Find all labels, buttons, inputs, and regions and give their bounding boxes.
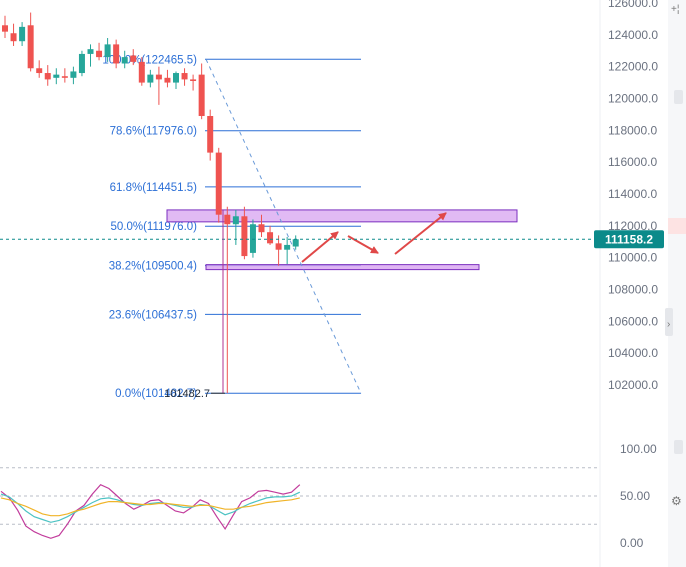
low-marker-label: 101482.7: [164, 388, 210, 400]
oscillator-tick-label: 0.00: [620, 536, 644, 550]
price-tick-label: 116000.0: [608, 155, 657, 169]
candle-body: [78, 53, 85, 74]
candle-body: [10, 33, 17, 42]
oscillator-tick-label: 50.00: [620, 489, 650, 503]
resistance-zone: [166, 209, 518, 223]
fib-level-label: 23.6%(106437.5): [109, 309, 197, 321]
candle-body: [173, 73, 179, 83]
candle-body: [292, 239, 299, 247]
fib-level-label: 78.6%(117976.0): [110, 126, 198, 138]
candle-body: [104, 44, 111, 58]
candle-body: [36, 68, 43, 74]
candle-body: [138, 61, 145, 83]
oscillator-series-line: [0, 483, 301, 539]
candle-body: [181, 73, 188, 80]
price-tick-label: 102000.0: [608, 378, 658, 392]
candle-body: [113, 44, 120, 64]
price-tick-label: 122000.0: [608, 60, 658, 74]
candle-body: [258, 224, 265, 233]
price-tick-label: 112000.0: [608, 219, 657, 233]
fib-level-label: 61.8%(114451.5): [110, 182, 198, 194]
candle-body: [2, 25, 8, 32]
toolbar-fragment-icon[interactable]: +¦: [671, 4, 679, 15]
toolbar-button[interactable]: [674, 90, 683, 104]
price-tick-label: 108000.0: [608, 283, 658, 297]
candle-body: [249, 224, 256, 253]
candle-body: [190, 79, 197, 81]
projection-arrow: [301, 231, 339, 263]
fib-level-label: 0.0%(101482.7): [115, 388, 197, 400]
fib-level-label: 50.0%(111976.0): [110, 221, 197, 233]
current-price-label: 111158.2: [605, 233, 653, 247]
candle-body: [130, 55, 137, 62]
candle-body: [207, 116, 214, 153]
projection-arrow: [394, 212, 447, 255]
candle-body: [267, 232, 274, 244]
candle-body: [19, 26, 26, 42]
candle-body: [121, 57, 128, 64]
candle-body: [61, 76, 68, 78]
candle-body: [198, 74, 205, 117]
candle-body: [275, 243, 282, 250]
chevron-right-icon[interactable]: ›: [667, 319, 670, 330]
price-tick-label: 126000.0: [608, 0, 658, 10]
candle-body: [44, 73, 51, 80]
price-tick-label: 120000.0: [608, 92, 658, 106]
oscillator-series-line: [0, 491, 301, 523]
sell-price-tab[interactable]: [668, 218, 686, 234]
candle-body: [155, 74, 162, 80]
support-zone: [205, 264, 480, 271]
current-price-tag: [594, 230, 664, 249]
candle-body: [215, 152, 222, 215]
fib-level-label: 38.2%(109500.4): [109, 261, 197, 273]
oscillator-series-line: [0, 497, 300, 517]
candle-body: [96, 50, 103, 58]
price-tick-label: 118000.0: [608, 123, 657, 137]
candle-body: [87, 49, 94, 54]
fib-trend-line: [205, 59, 362, 394]
right-toolbar: [668, 0, 686, 567]
price-tick-label: 114000.0: [608, 187, 657, 201]
projection-arrow: [347, 235, 379, 254]
oscillator-tick-label: 100.00: [620, 442, 657, 456]
price-tick-label: 124000.0: [608, 28, 658, 42]
toolbar-button[interactable]: [674, 440, 683, 454]
candle-body: [70, 71, 77, 78]
candle-body: [241, 216, 248, 257]
candle-body: [232, 216, 239, 225]
gear-icon[interactable]: ⚙: [671, 494, 682, 508]
candle-body: [284, 244, 291, 250]
price-tick-label: 104000.0: [608, 346, 658, 360]
candle-body: [164, 77, 171, 83]
price-tick-label: 106000.0: [608, 314, 658, 328]
scroll-handle[interactable]: [665, 308, 673, 336]
candle-body: [27, 25, 34, 69]
price-tick-label: 110000.0: [608, 251, 657, 265]
candle-body: [53, 74, 60, 78]
candle-body: [147, 74, 154, 83]
candle-body: [224, 214, 231, 225]
